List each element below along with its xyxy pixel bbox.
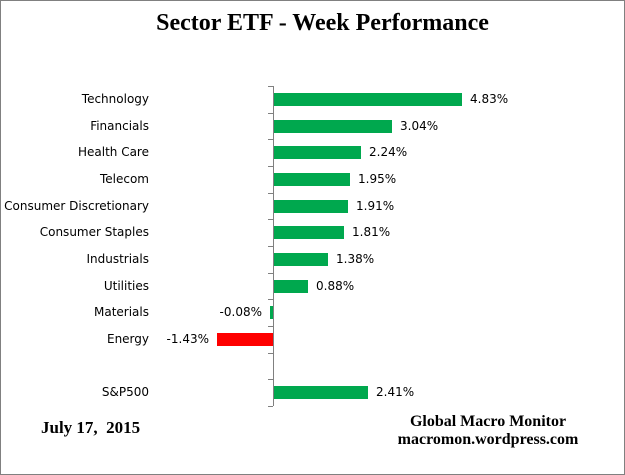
bar-energy — [217, 333, 273, 346]
data-label: 0.88% — [316, 279, 355, 293]
bar-consumer-staples — [274, 226, 344, 239]
category-label: Consumer Discretionary — [4, 199, 149, 213]
axis-tick — [268, 326, 273, 327]
data-label: 2.41% — [376, 385, 415, 399]
data-label: 4.83% — [470, 92, 509, 106]
bar-telecom — [274, 173, 350, 186]
data-label: 1.81% — [352, 225, 391, 239]
category-label: Telecom — [99, 172, 149, 186]
axis-tick — [268, 193, 273, 194]
category-label: Technology — [81, 92, 149, 106]
footer-brand-url: macromon.wordpress.com — [397, 431, 579, 448]
category-label: Consumer Staples — [39, 225, 149, 239]
footer-brand: Global Macro Monitor macromon.wordpress.… — [383, 413, 593, 449]
category-label: Financials — [90, 119, 149, 133]
axis-tick — [268, 353, 273, 354]
data-label: 3.04% — [400, 119, 439, 133]
category-label: Health Care — [77, 145, 149, 159]
category-label: Utilities — [103, 279, 149, 293]
data-label: -0.08% — [219, 305, 262, 319]
bar-industrials — [274, 253, 328, 266]
category-axis-line — [273, 86, 274, 406]
axis-tick — [268, 273, 273, 274]
axis-tick — [268, 379, 273, 380]
bar-consumer-discretionary — [274, 200, 348, 213]
axis-tick — [268, 139, 273, 140]
axis-tick — [268, 406, 273, 407]
data-label: 1.38% — [336, 252, 375, 266]
axis-tick — [268, 166, 273, 167]
data-label: 2.24% — [369, 145, 408, 159]
axis-tick — [268, 86, 273, 87]
category-label: Industrials — [86, 252, 149, 266]
axis-tick — [268, 246, 273, 247]
category-label: S&P500 — [101, 385, 149, 399]
category-label: Energy — [106, 332, 149, 346]
bar-materials — [270, 306, 273, 319]
axis-tick — [268, 299, 273, 300]
data-label: -1.43% — [166, 332, 209, 346]
bar-technology — [274, 93, 462, 106]
bar-s-p500 — [274, 386, 368, 399]
data-label: 1.95% — [358, 172, 397, 186]
bar-utilities — [274, 280, 308, 293]
axis-tick — [268, 113, 273, 114]
footer-date: July 17, 2015 — [41, 418, 141, 437]
bar-health-care — [274, 146, 361, 159]
chart-title: Sector ETF - Week Performance — [156, 10, 489, 36]
axis-tick — [268, 219, 273, 220]
data-label: 1.91% — [356, 199, 395, 213]
category-label: Materials — [93, 305, 149, 319]
footer-brand-name: Global Macro Monitor — [409, 413, 567, 430]
bar-financials — [274, 120, 392, 133]
